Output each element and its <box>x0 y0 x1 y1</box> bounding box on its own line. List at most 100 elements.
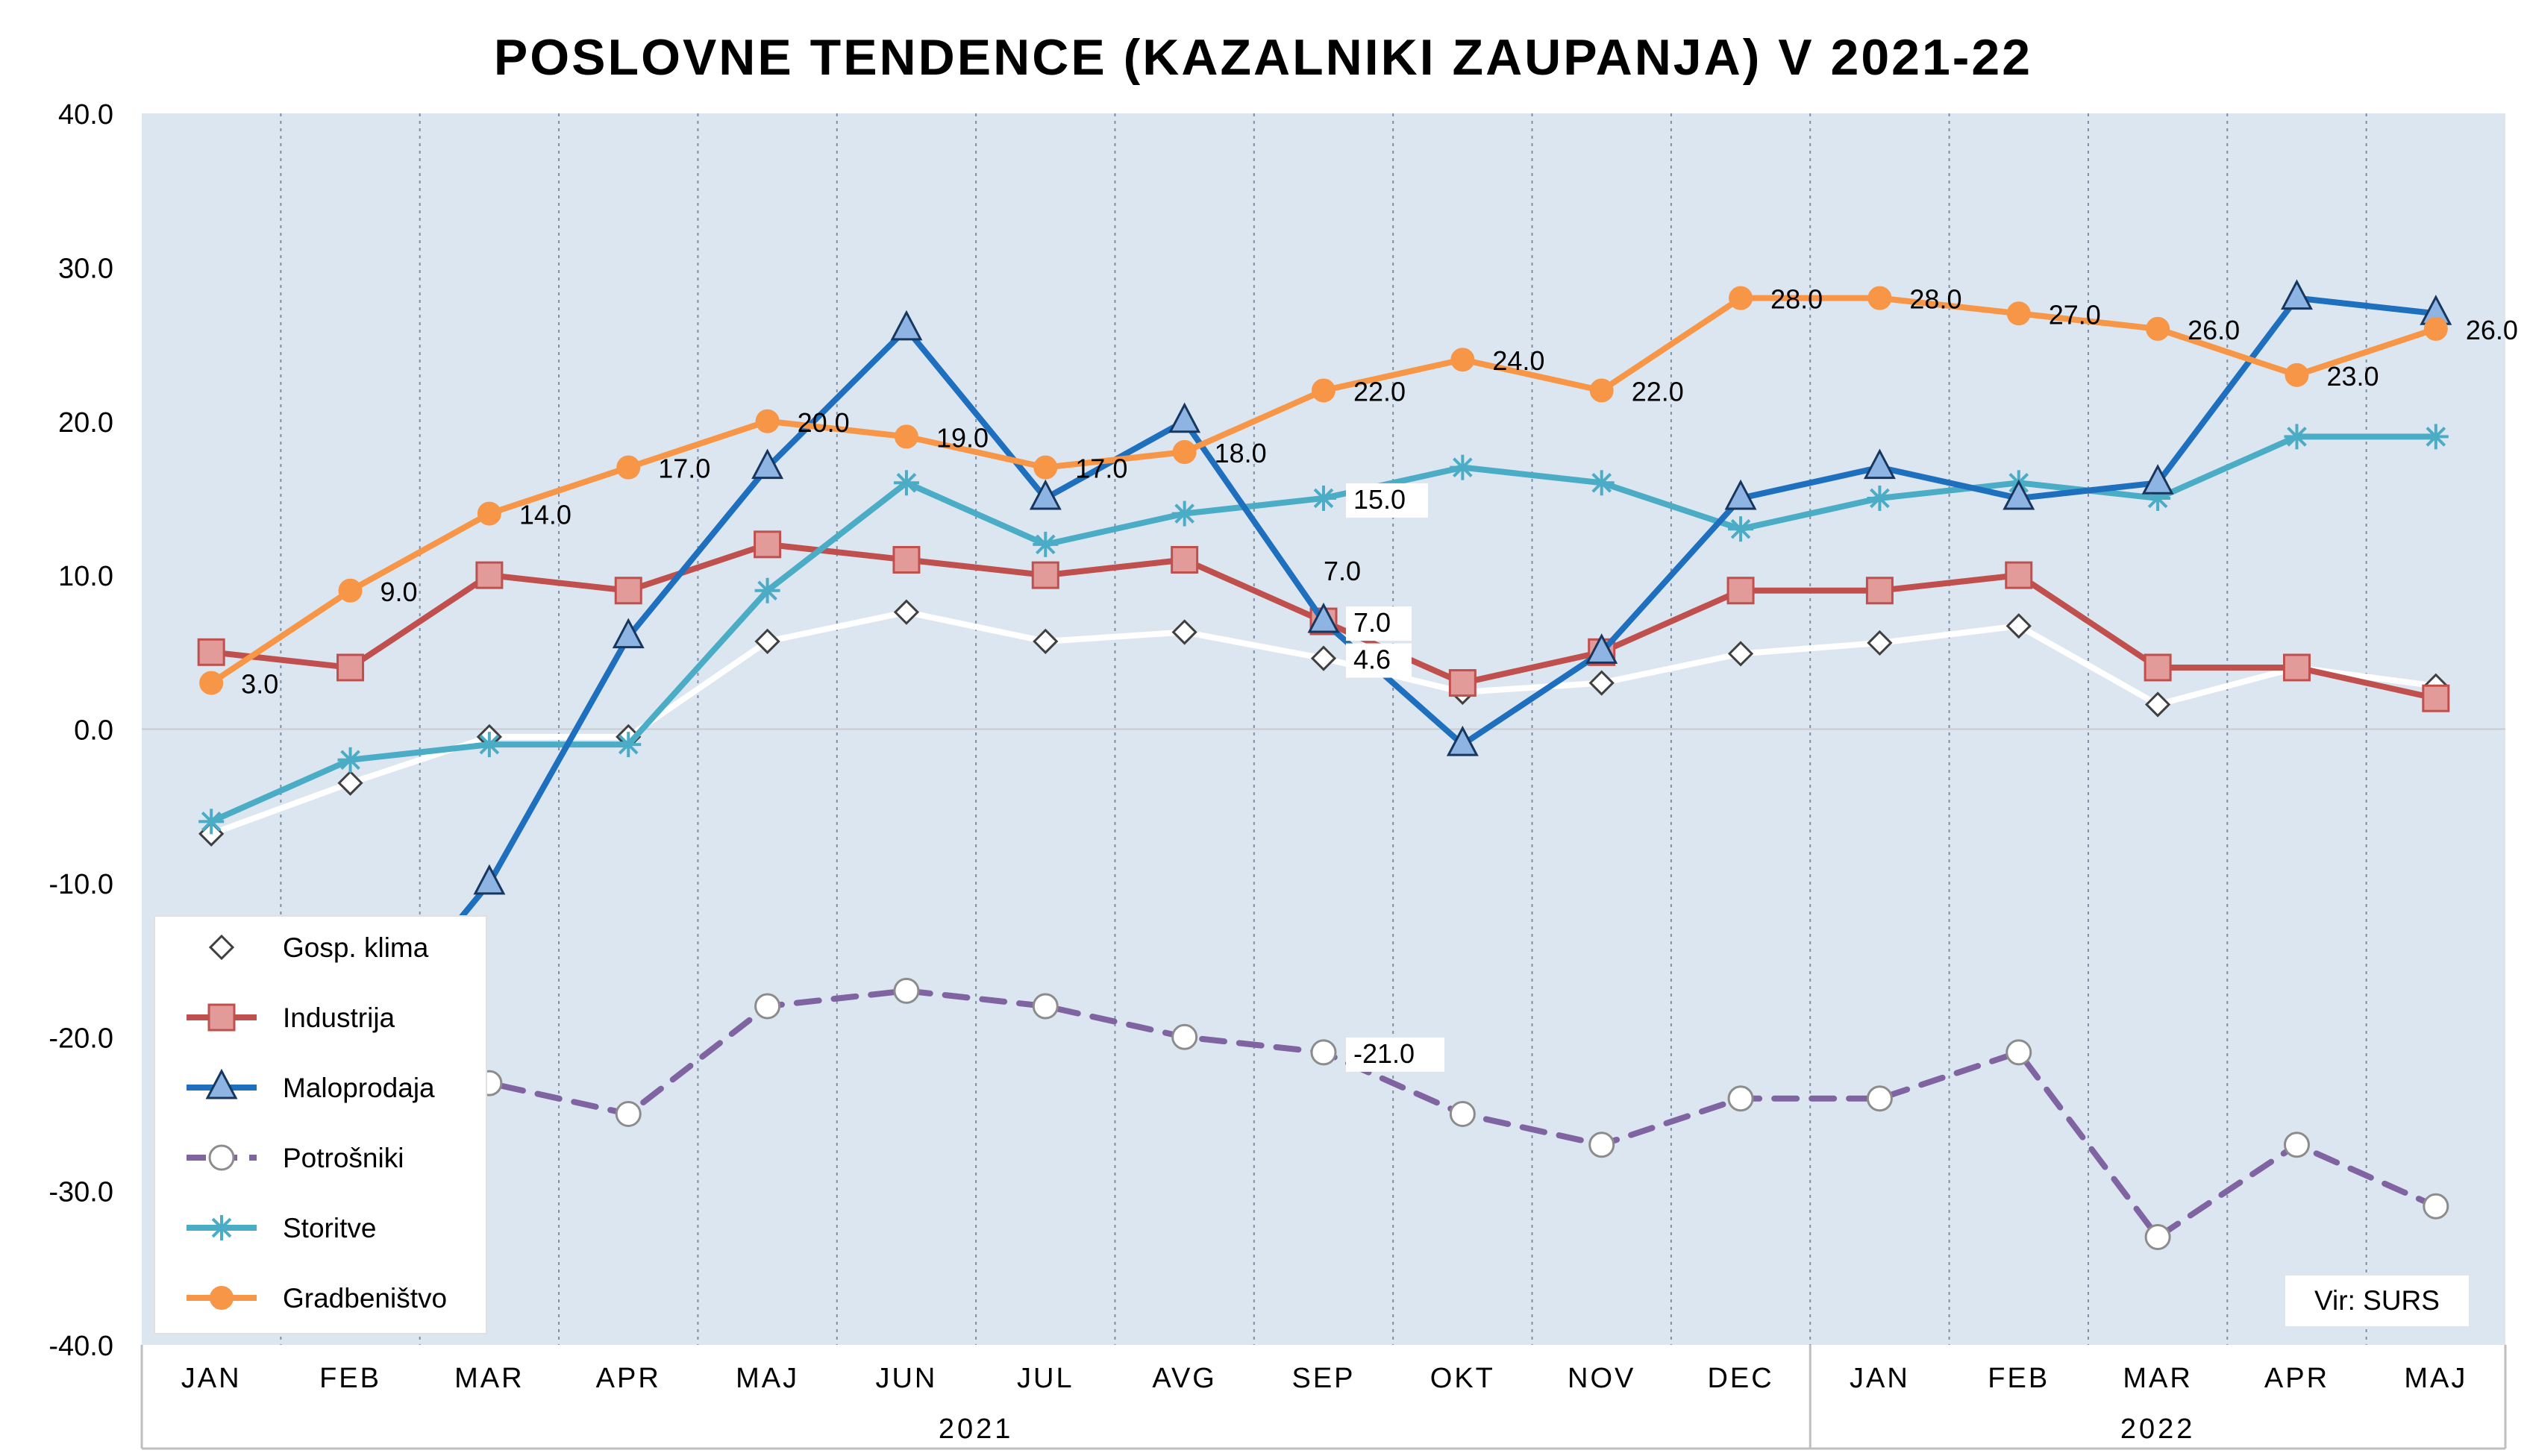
x-tick-label: MAJ <box>736 1363 799 1394</box>
year-group-label: 2022 <box>2120 1413 2196 1445</box>
data-point-gosp-klima <box>754 628 780 654</box>
y-tick-label: -40.0 <box>48 1331 113 1362</box>
y-tick-label: 40.0 <box>58 99 113 131</box>
data-point-gradbeni-tvo <box>338 578 363 603</box>
data-point-gradbeni-tvo <box>2423 316 2448 341</box>
data-point-storitve <box>1728 516 1754 542</box>
data-point-potro-niki <box>2005 1039 2032 1066</box>
star-marker-stroke <box>1870 488 1890 509</box>
data-label: 7.0 <box>1353 607 1391 638</box>
data-label: 3.0 <box>241 669 278 700</box>
data-label: 17.0 <box>1075 454 1127 484</box>
data-point-gosp-klima <box>337 770 363 796</box>
y-tick-label: -20.0 <box>48 1023 113 1054</box>
data-label: 26.0 <box>2466 315 2518 345</box>
data-point-gradbeni-tvo <box>199 671 224 695</box>
legend-marker <box>208 1144 235 1171</box>
data-point-gosp-klima <box>1033 628 1059 654</box>
data-point-gosp-klima <box>2005 613 2032 639</box>
legend-item-potro-niki: Potrošniki <box>187 1143 404 1173</box>
star-marker-stroke <box>2287 427 2307 447</box>
data-point-industrija <box>1726 577 1755 605</box>
data-point-storitve <box>1867 485 1893 511</box>
data-label: 19.0 <box>936 422 989 453</box>
data-point-gradbeni-tvo <box>2146 316 2170 341</box>
data-point-potro-niki <box>2283 1132 2310 1158</box>
data-label: 14.0 <box>519 500 572 530</box>
legend-item-gradbeni-tvo: Gradbeništvo <box>187 1283 447 1314</box>
data-label: 4.6 <box>1353 644 1391 675</box>
data-point-maloprodaja <box>2141 464 2174 495</box>
data-point-storitve <box>2423 424 2449 450</box>
data-label: 26.0 <box>2188 315 2240 345</box>
data-point-gosp-klima <box>893 599 920 625</box>
legend-label: Industrija <box>283 1002 395 1033</box>
legend-marker <box>208 934 235 961</box>
data-point-gradbeni-tvo <box>477 501 501 526</box>
y-tick-label: 0.0 <box>74 715 113 747</box>
data-point-maloprodaja <box>1029 479 1062 510</box>
data-point-industrija <box>336 653 365 682</box>
data-label: 15.0 <box>1353 484 1406 515</box>
y-tick-label: 30.0 <box>58 253 113 284</box>
data-point-potro-niki <box>1032 993 1059 1020</box>
star-marker-stroke <box>757 580 777 601</box>
year-group-label: 2021 <box>939 1413 1014 1445</box>
data-label: -21.0 <box>1353 1038 1415 1069</box>
x-tick-label: FEB <box>1988 1363 2050 1394</box>
x-tick-label: DEC <box>1707 1363 1773 1394</box>
x-tick-label: JAN <box>1850 1363 1910 1394</box>
y-tick-label: -30.0 <box>48 1177 113 1208</box>
x-tick-label: SEP <box>1291 1363 1355 1394</box>
data-label: 23.0 <box>2326 361 2379 392</box>
legend-marker <box>207 1003 236 1032</box>
star-marker-stroke <box>1035 534 1056 555</box>
data-point-maloprodaja <box>473 864 506 895</box>
y-tick-label: -10.0 <box>48 869 113 900</box>
data-point-industrija <box>1031 561 1059 589</box>
data-point-gradbeni-tvo <box>1589 378 1614 403</box>
data-point-gradbeni-tvo <box>1867 286 1892 310</box>
x-tick-label: JAN <box>181 1363 242 1394</box>
data-point-maloprodaja <box>2280 279 2313 310</box>
data-point-maloprodaja <box>751 448 784 480</box>
data-label: 24.0 <box>1492 345 1544 376</box>
data-point-storitve <box>754 577 780 603</box>
data-point-storitve <box>337 747 363 773</box>
data-label: 20.0 <box>798 407 850 438</box>
chart-title: POSLOVNE TENDENCE (KAZALNIKI ZAUPANJA) V… <box>494 29 2032 86</box>
legend-marker <box>205 1068 238 1099</box>
legend-marker <box>210 1286 234 1310</box>
legend-label: Maloprodaja <box>283 1073 435 1103</box>
data-point-storitve <box>1311 485 1336 511</box>
data-point-potro-niki <box>1171 1023 1198 1050</box>
data-point-gosp-klima <box>1588 670 1615 696</box>
data-point-industrija <box>2422 684 2450 712</box>
data-point-storitve <box>1171 501 1197 527</box>
source-note-box <box>2285 1275 2469 1326</box>
x-tick-label: APR <box>2264 1363 2329 1394</box>
data-point-gosp-klima <box>1727 641 1754 667</box>
data-point-industrija <box>1171 545 1199 574</box>
data-point-gradbeni-tvo <box>1033 455 1058 480</box>
data-point-maloprodaja <box>1446 725 1479 756</box>
data-point-maloprodaja <box>2003 479 2035 510</box>
star-marker-stroke <box>201 812 222 832</box>
legend-label: Gosp. klima <box>283 932 429 963</box>
x-tick-label: MAR <box>454 1363 524 1394</box>
data-point-storitve <box>1450 454 1476 480</box>
data-point-potro-niki <box>1449 1100 1476 1127</box>
star-marker-stroke <box>896 472 917 493</box>
data-point-gradbeni-tvo <box>1172 440 1197 465</box>
legend-item-storitve: Storitve <box>187 1213 376 1243</box>
x-tick-label: FEB <box>319 1363 381 1394</box>
series-gradbeni-tvo <box>199 286 2448 695</box>
data-point-maloprodaja <box>1863 448 1896 480</box>
data-point-maloprodaja <box>1168 402 1201 433</box>
star-marker-stroke <box>1174 503 1194 524</box>
star-marker-stroke <box>1730 518 1751 539</box>
data-point-gradbeni-tvo <box>894 424 918 449</box>
data-label: 22.0 <box>1632 376 1684 407</box>
data-point-maloprodaja <box>890 310 923 341</box>
